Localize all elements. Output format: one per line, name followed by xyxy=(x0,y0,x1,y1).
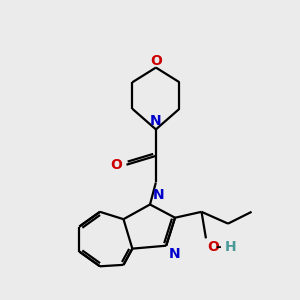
Text: -: - xyxy=(215,240,221,254)
Text: O: O xyxy=(207,240,219,254)
Text: N: N xyxy=(150,114,162,128)
Text: N: N xyxy=(169,247,181,261)
Text: H: H xyxy=(225,240,237,254)
Text: O: O xyxy=(150,54,162,68)
Text: N: N xyxy=(152,188,164,202)
Text: O: O xyxy=(110,158,122,172)
